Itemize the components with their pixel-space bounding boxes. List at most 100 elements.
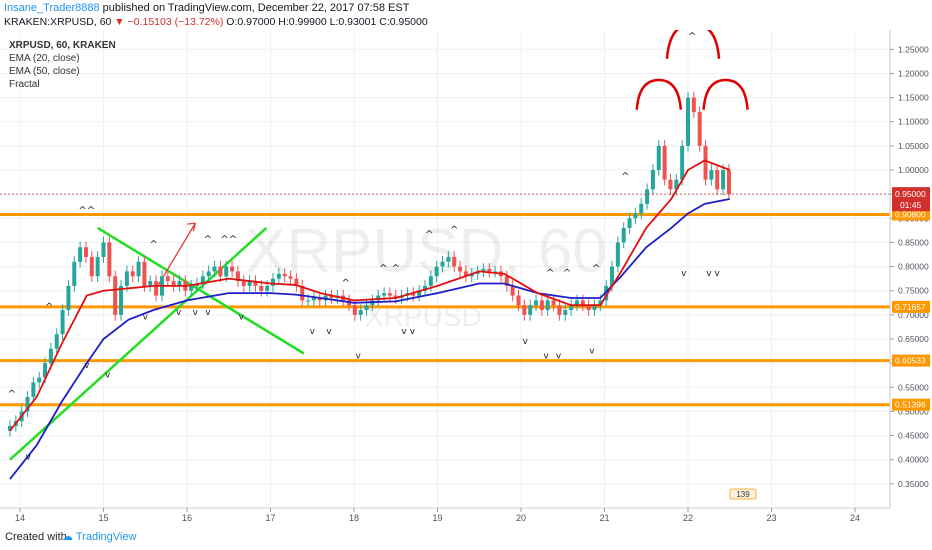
fractal-down-marker: v (543, 351, 549, 361)
trendline-resistance (97, 226, 305, 355)
fractal-down-marker: v (205, 308, 211, 318)
candle-body (206, 271, 211, 277)
fractal-down-marker: v (176, 308, 182, 318)
y-tick-label: 1.05000 (898, 141, 929, 151)
candle-body (662, 145, 667, 180)
candle-body (422, 285, 427, 291)
x-tick-label: 16 (182, 513, 192, 523)
candle-body (200, 276, 205, 284)
candle-body (282, 273, 287, 277)
candle-body (165, 276, 170, 282)
ohlc-values: O:0.97000 H:0.99900 L:0.93001 C:0.95000 (226, 16, 428, 28)
candle-body (615, 242, 620, 267)
candle-body (709, 170, 714, 180)
candle-body (101, 242, 106, 257)
fractal-up-marker: ^ (546, 268, 554, 279)
level-price-label: 0.51396 (895, 400, 926, 410)
candle-body (171, 281, 176, 286)
candle-body (271, 278, 276, 286)
fractal-up-marker: ^ (592, 263, 600, 274)
candle-body (265, 285, 270, 291)
candle-body (78, 247, 83, 262)
candle-body (54, 334, 59, 349)
fractal-down-marker: v (401, 327, 407, 337)
candle-body (89, 256, 94, 277)
event-badge-label: 139 (736, 490, 750, 499)
candle-body (680, 145, 685, 180)
candle-body (358, 310, 363, 315)
candle-body (329, 295, 334, 298)
fractal-down-marker: v (105, 371, 111, 381)
candle-body (586, 305, 591, 311)
legend-fractal[interactable]: Fractal (9, 79, 40, 90)
candle-body (411, 293, 416, 296)
head-arc (665, 30, 721, 59)
y-tick-label: 0.55000 (898, 382, 929, 392)
current-price-tag (892, 187, 930, 212)
candle-body (656, 145, 661, 171)
candle-body (393, 295, 398, 298)
candle-body (463, 271, 468, 277)
legend-symbol[interactable]: XRPUSD, 60, KRAKEN (9, 40, 116, 51)
candle-body (113, 276, 118, 315)
candle-body (650, 170, 655, 190)
fractal-down-marker: v (26, 453, 32, 463)
fractal-down-marker: v (410, 327, 416, 337)
countdown-label: 01:45 (900, 200, 922, 210)
candle-body (703, 145, 708, 180)
legend-ema50[interactable]: EMA (50, close) (9, 66, 80, 77)
candle-body (458, 266, 463, 272)
candle-body (563, 310, 568, 315)
candle-body (72, 261, 77, 286)
candle-body (311, 297, 316, 301)
candle-body (598, 300, 603, 306)
fractal-up-marker: ^ (450, 225, 458, 236)
candle-body (639, 203, 644, 214)
candle-body (300, 285, 305, 301)
candle-body (417, 290, 422, 296)
candle-body (37, 377, 42, 383)
candle-body (317, 297, 322, 301)
x-tick-label: 15 (98, 513, 108, 523)
y-tick-label: 0.65000 (898, 334, 929, 344)
y-tick-label: 1.15000 (898, 93, 929, 103)
candle-body (218, 266, 223, 277)
y-tick-label: 1.25000 (898, 44, 929, 54)
price-change-text: −0.15103 (−13.72%) (127, 16, 224, 28)
candle-body (569, 305, 574, 311)
tradingview-brand[interactable]: ☁ TradingView (62, 530, 136, 543)
candle-body (31, 382, 36, 397)
candle-body (241, 281, 246, 286)
created-with-label: Created with (5, 531, 67, 543)
fractal-down-marker: v (589, 346, 595, 356)
watermark-symbol: XRPUSD, 60 (245, 217, 607, 286)
candle-body (189, 285, 194, 291)
legend-ema20[interactable]: EMA (20, close) (9, 53, 80, 64)
level-price-tag (892, 354, 930, 367)
candle-body (66, 285, 71, 311)
level-price-label: 0.60533 (895, 356, 926, 366)
candle-body (428, 276, 433, 286)
candle-body (493, 271, 498, 273)
candle-body (119, 285, 124, 315)
fractal-up-marker: ^ (78, 205, 86, 216)
fractal-up-marker: ^ (688, 32, 696, 43)
publish-info: published on TradingView.com, December 2… (102, 2, 410, 14)
tradingview-brand-text: TradingView (75, 531, 137, 543)
candle-body (142, 261, 147, 286)
candle-body (25, 396, 30, 412)
x-tick-label: 22 (683, 513, 693, 523)
fractal-down-marker: v (310, 327, 316, 337)
candle-body (83, 247, 88, 257)
y-tick-label: 1.20000 (898, 68, 929, 78)
author-link[interactable]: Insane_Trader8888 (4, 2, 100, 14)
candle-body (557, 305, 562, 315)
current-price-label: 0.95000 (895, 189, 926, 199)
candle-body (645, 189, 650, 204)
level-price-tag (892, 208, 930, 221)
candle-body (148, 281, 153, 286)
arrow-head (187, 222, 196, 232)
candle-body (124, 271, 129, 286)
candle-body (446, 256, 451, 262)
